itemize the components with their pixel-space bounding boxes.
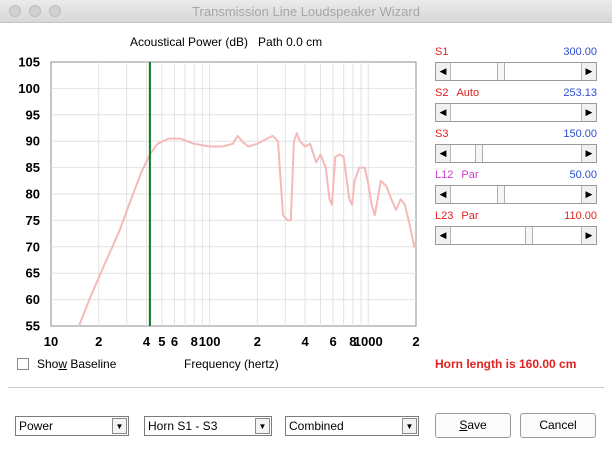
slider-label-s1: S1 bbox=[435, 46, 448, 58]
slider-thumb[interactable] bbox=[525, 227, 534, 244]
y-tick-label: 65 bbox=[26, 266, 40, 281]
y-tick-label: 85 bbox=[26, 160, 40, 175]
slider-value-s1: 300.00 bbox=[563, 46, 597, 58]
window-title: Transmission Line Loudspeaker Wizard bbox=[192, 4, 420, 19]
cancel-button[interactable]: Cancel bbox=[520, 413, 596, 438]
minimize-window-button[interactable] bbox=[29, 5, 41, 17]
slider-l12[interactable]: ◀ ▶ bbox=[435, 185, 597, 204]
horn-section-select[interactable]: Horn S1 - S3 ▼ bbox=[144, 416, 272, 436]
slider-label-s3: S3 bbox=[435, 128, 448, 140]
x-tick-label: 5 bbox=[158, 334, 165, 349]
dropdown-arrow-icon: ▼ bbox=[402, 418, 417, 434]
slider-l23[interactable]: ◀ ▶ bbox=[435, 226, 597, 245]
y-tick-label: 100 bbox=[18, 81, 40, 96]
scroll-left-arrow-icon[interactable]: ◀ bbox=[436, 186, 451, 203]
slider-mode: Par bbox=[461, 169, 479, 181]
plot-type-value: Power bbox=[19, 419, 54, 433]
slider-name: L12 bbox=[435, 169, 454, 181]
slider-name: S3 bbox=[435, 128, 449, 140]
y-tick-label: 105 bbox=[18, 55, 40, 70]
x-tick-label: 2 bbox=[95, 334, 102, 349]
slider-s2[interactable]: ◀ ▶ bbox=[435, 103, 597, 122]
slider-thumb[interactable] bbox=[497, 63, 506, 80]
divider bbox=[8, 387, 604, 388]
x-tick-label: 6 bbox=[329, 334, 336, 349]
slider-value-l23: 110.00 bbox=[564, 210, 597, 222]
slider-label-l12: L12 Par bbox=[435, 169, 478, 181]
show-baseline-checkbox[interactable] bbox=[17, 358, 29, 370]
y-tick-label: 90 bbox=[26, 134, 40, 149]
slider-value-s3: 150.00 bbox=[563, 128, 597, 140]
x-tick-label: 2 bbox=[412, 334, 419, 349]
scroll-left-arrow-icon[interactable]: ◀ bbox=[436, 63, 451, 80]
y-tick-label: 80 bbox=[26, 187, 40, 202]
chart-title: Acoustical Power (dB) Path 0.0 cm bbox=[130, 35, 323, 49]
slider-value-l12: 50.00 bbox=[569, 169, 597, 181]
x-tick-label: 4 bbox=[143, 334, 151, 349]
output-mode-select[interactable]: Combined ▼ bbox=[285, 416, 419, 436]
scroll-left-arrow-icon[interactable]: ◀ bbox=[436, 104, 451, 121]
slider-value-s2: 253.13 bbox=[563, 87, 597, 99]
scroll-right-arrow-icon[interactable]: ▶ bbox=[581, 63, 596, 80]
zoom-window-button[interactable] bbox=[49, 5, 61, 17]
y-tick-label: 75 bbox=[26, 213, 40, 228]
x-tick-label: 2 bbox=[254, 334, 261, 349]
save-button[interactable]: Save bbox=[435, 413, 511, 438]
horn-section-value: Horn S1 - S3 bbox=[148, 419, 218, 433]
dropdown-arrow-icon: ▼ bbox=[112, 418, 127, 434]
y-tick-label: 95 bbox=[26, 107, 40, 122]
slider-name: S2 bbox=[435, 87, 449, 99]
slider-name: L23 bbox=[435, 210, 454, 222]
slider-label-s2: S2 Auto bbox=[435, 87, 479, 99]
slider-thumb[interactable] bbox=[497, 186, 506, 203]
x-tick-label: 8 bbox=[191, 334, 198, 349]
slider-label-l23: L23 Par bbox=[435, 210, 478, 222]
x-tick-label: 100 bbox=[199, 334, 221, 349]
dropdown-arrow-icon: ▼ bbox=[255, 418, 270, 434]
scroll-left-arrow-icon[interactable]: ◀ bbox=[436, 227, 451, 244]
scroll-left-arrow-icon[interactable]: ◀ bbox=[436, 145, 451, 162]
title-bar: Transmission Line Loudspeaker Wizard bbox=[0, 0, 612, 23]
show-baseline-label[interactable]: Show Baseline bbox=[37, 357, 117, 371]
scroll-right-arrow-icon[interactable]: ▶ bbox=[581, 227, 596, 244]
x-tick-label: 6 bbox=[171, 334, 178, 349]
y-tick-label: 60 bbox=[26, 292, 40, 307]
series-line bbox=[77, 132, 417, 327]
slider-thumb[interactable] bbox=[475, 145, 484, 162]
slider-s3[interactable]: ◀ ▶ bbox=[435, 144, 597, 163]
horn-length-text: Horn length is 160.00 cm bbox=[435, 357, 577, 371]
x-tick-label: 4 bbox=[302, 334, 310, 349]
y-tick-label: 55 bbox=[26, 319, 40, 334]
x-tick-label: 8 bbox=[349, 334, 356, 349]
x-tick-label: 10 bbox=[44, 334, 58, 349]
close-window-button[interactable] bbox=[9, 5, 21, 17]
x-axis-title: Frequency (hertz) bbox=[184, 357, 279, 371]
slider-mode: Auto bbox=[456, 87, 480, 99]
slider-s1[interactable]: ◀ ▶ bbox=[435, 62, 597, 81]
x-tick-label: 1000 bbox=[354, 334, 383, 349]
scroll-right-arrow-icon[interactable]: ▶ bbox=[581, 145, 596, 162]
plot-type-select[interactable]: Power ▼ bbox=[15, 416, 129, 436]
y-tick-label: 70 bbox=[26, 239, 40, 254]
output-mode-value: Combined bbox=[289, 419, 344, 433]
slider-name: S1 bbox=[435, 46, 449, 58]
slider-mode: Par bbox=[461, 210, 479, 222]
scroll-right-arrow-icon[interactable]: ▶ bbox=[581, 186, 596, 203]
scroll-right-arrow-icon[interactable]: ▶ bbox=[581, 104, 596, 121]
